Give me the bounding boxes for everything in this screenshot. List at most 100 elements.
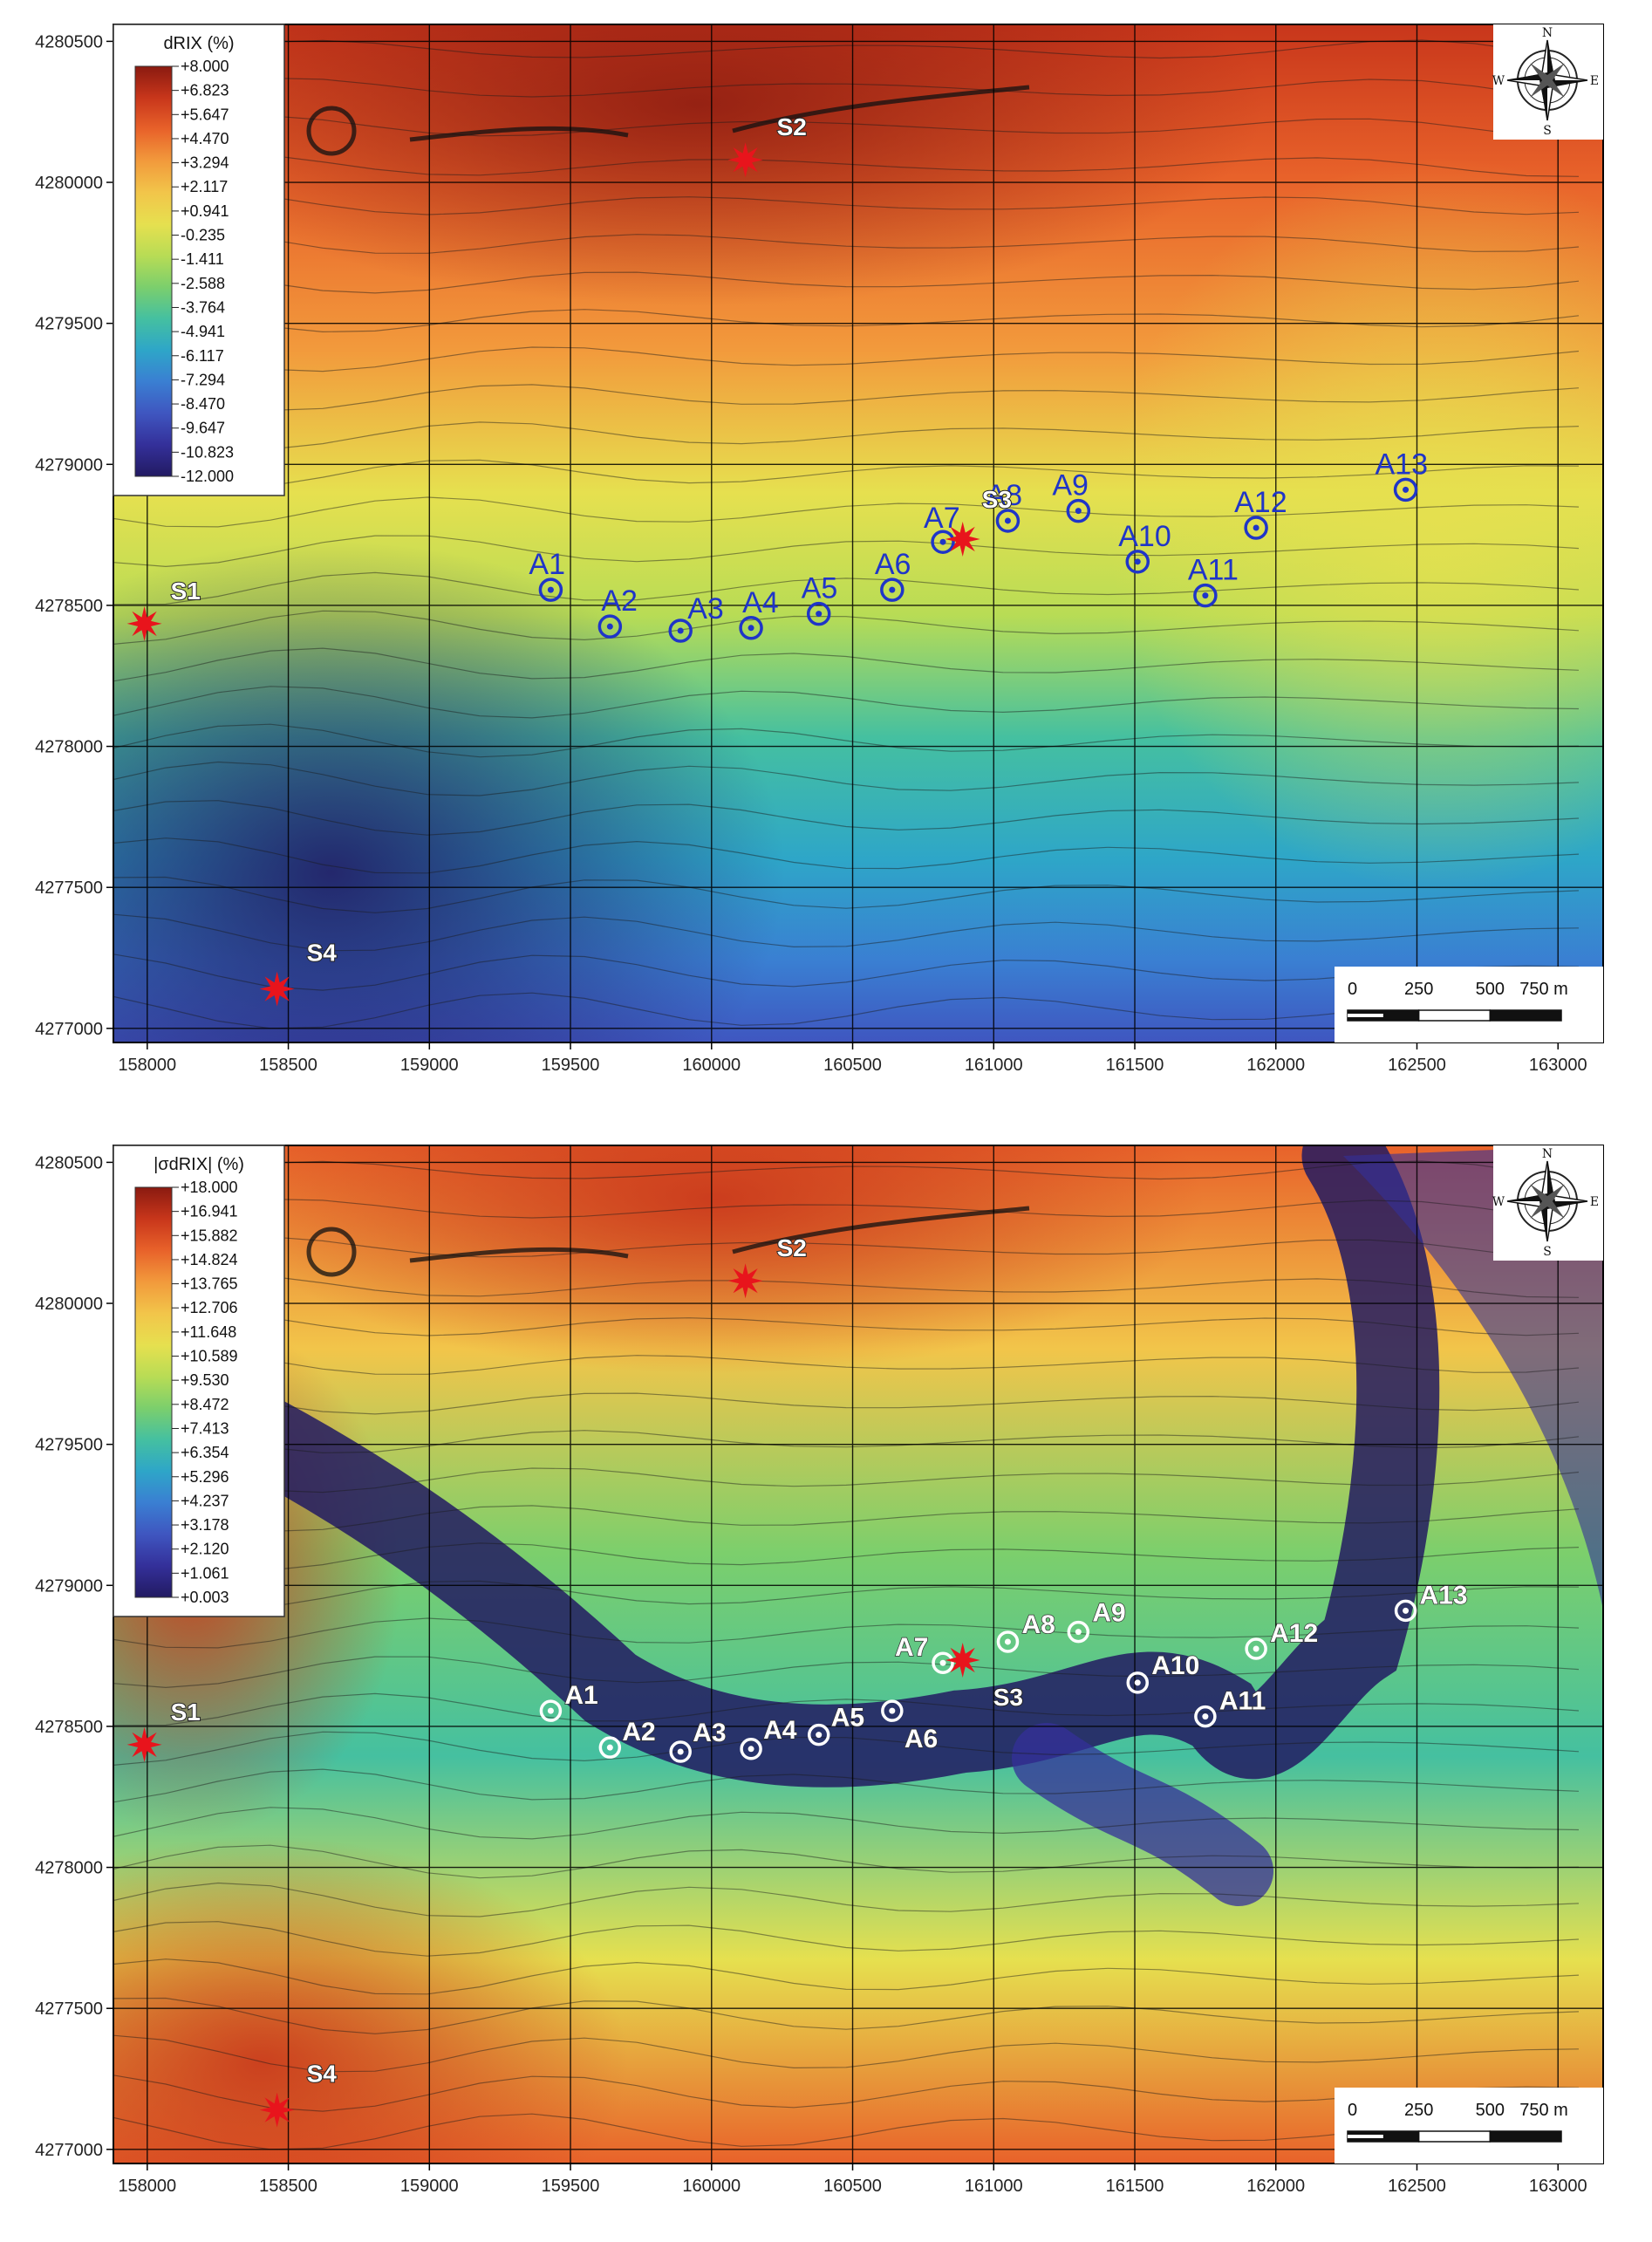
source-s4: S4 — [259, 939, 338, 1007]
legend-value: +8.472 — [181, 1396, 229, 1413]
source-star-icon — [259, 971, 295, 1007]
station-marker-icon — [931, 530, 955, 554]
station-a2: A2 — [598, 1717, 656, 1759]
x-tick-label: 159000 — [400, 2177, 459, 2196]
compass-label-n: N — [1542, 1147, 1553, 1161]
scale-bar-label: 0 — [1348, 980, 1357, 999]
station-a2: A2 — [597, 584, 638, 639]
scale-bar-label: 750 m — [1519, 2101, 1568, 2120]
legend-title: |σdRIX| (%) — [154, 1155, 244, 1174]
scale-bar: 0 250 500 750 m — [1335, 967, 1603, 1042]
station-label: A12 — [1270, 1619, 1318, 1648]
station-label: A8 — [986, 479, 1022, 512]
legend-value: -12.000 — [181, 468, 234, 485]
station-label: A6 — [905, 1725, 938, 1753]
compass-rose-icon: N S E W — [1492, 24, 1603, 140]
legend-value: -6.117 — [181, 347, 224, 365]
x-tick-label: 159000 — [400, 1056, 459, 1075]
x-tick-label: 160500 — [823, 1056, 882, 1075]
station-marker-icon — [1066, 498, 1091, 523]
station-marker-icon — [669, 1740, 692, 1763]
legend-color-bar — [134, 65, 173, 477]
source-label: S1 — [171, 578, 201, 605]
compass-label-s: S — [1543, 124, 1552, 138]
source-label: S4 — [307, 940, 338, 967]
station-marker-icon — [1194, 1705, 1217, 1728]
station-marker-icon — [1244, 516, 1268, 540]
legend-value: +2.120 — [181, 1541, 229, 1558]
legend-value: -2.588 — [181, 275, 225, 292]
station-marker-icon — [995, 509, 1021, 533]
station-label: A5 — [831, 1704, 864, 1733]
station-markers: A1 A2 A3 A4 A5 A6 A7 A8 A9 A10 A11 A12 A13 — [539, 1581, 1468, 1763]
x-tick-label: 162000 — [1246, 1056, 1305, 1075]
source-s2: S2 — [727, 1234, 808, 1299]
legend-value: -4.941 — [181, 323, 225, 340]
legend-value: +12.706 — [181, 1299, 238, 1316]
x-tick-label: 159500 — [542, 1056, 600, 1075]
station-label: A11 — [1219, 1687, 1266, 1716]
source-label: S3 — [982, 486, 1012, 513]
y-tick-label: 4278000 — [35, 738, 103, 757]
map-raster — [113, 24, 1603, 1042]
station-a4: A4 — [740, 1715, 797, 1760]
color-legend: |σdRIX| (%) +18.000 +16.941 +15.882 +14.824 +… — [113, 1145, 285, 1617]
y-tick-label: 4278500 — [35, 1718, 103, 1737]
x-tick-label: 161000 — [965, 2177, 1023, 2196]
source-s4: S4 — [259, 2060, 338, 2128]
source-markers: S1 S2 S3 S4 — [126, 1234, 1024, 2128]
station-a12: A12 — [1234, 486, 1287, 540]
drix-uncertainty-map-panel: 158000 158500 159000 159500 160000 160500 1610… — [35, 1145, 1604, 2196]
legend-value: -0.235 — [181, 227, 225, 244]
station-a13: A13 — [1376, 448, 1429, 502]
scale-bar-label: 500 — [1476, 2101, 1505, 2120]
scale-bar-label: 250 — [1404, 2101, 1433, 2120]
y-tick-label: 4280000 — [35, 174, 103, 193]
station-label: A2 — [601, 584, 638, 618]
map-frame — [113, 1145, 1604, 2164]
scale-bar-label: 0 — [1348, 2101, 1357, 2120]
station-a7: A7 — [894, 1632, 954, 1674]
x-tick-label: 162500 — [1388, 2177, 1446, 2196]
compass-label-e: E — [1590, 74, 1599, 88]
y-tick-label: 4277000 — [35, 1020, 103, 1039]
legend-value: +5.296 — [181, 1468, 229, 1486]
station-a1: A1 — [529, 548, 565, 602]
scale-bar-label: 500 — [1476, 980, 1505, 999]
source-s2: S2 — [727, 113, 808, 178]
station-label: A3 — [693, 1719, 726, 1747]
station-label: A13 — [1376, 448, 1429, 481]
station-label: A6 — [875, 548, 911, 581]
station-a6: A6 — [881, 1699, 939, 1754]
station-a5: A5 — [802, 572, 837, 626]
legend-value: +9.530 — [181, 1371, 229, 1389]
legend-value: +0.941 — [181, 202, 229, 220]
station-a10: A10 — [1126, 1651, 1200, 1694]
x-tick-label: 160500 — [823, 2177, 882, 2196]
y-tick-label: 4279500 — [35, 1436, 103, 1455]
legend-value: +14.824 — [181, 1251, 238, 1268]
source-label: S2 — [777, 113, 807, 140]
x-tick-label: 158000 — [118, 1056, 176, 1075]
station-a10: A10 — [1118, 520, 1171, 574]
y-tick-label: 4280500 — [35, 1153, 103, 1172]
station-marker-icon — [539, 1699, 563, 1722]
station-marker-icon — [668, 619, 693, 643]
x-tick-label: 161000 — [965, 1056, 1023, 1075]
station-marker-icon — [598, 1736, 622, 1759]
station-label: A12 — [1234, 486, 1287, 519]
station-marker-icon — [996, 1630, 1020, 1653]
legend-value: +2.117 — [181, 178, 228, 195]
legend-value: +4.237 — [181, 1492, 229, 1509]
compass-label-w: W — [1492, 74, 1505, 88]
scale-bar-label: 250 — [1404, 980, 1433, 999]
station-a3: A3 — [669, 1718, 727, 1763]
station-marker-icon — [1193, 583, 1218, 608]
x-tick-label: 161500 — [1106, 1056, 1164, 1075]
drix-map-panel: 158000 158500 159000 159500 160000 160500 1610… — [35, 24, 1604, 1075]
scale-bar: 0 250 500 750 m — [1335, 2088, 1603, 2163]
compass-label-e: E — [1590, 1195, 1599, 1209]
legend-title: dRIX (%) — [163, 34, 234, 53]
station-marker-icon — [1393, 477, 1418, 502]
station-label: A7 — [895, 1633, 928, 1662]
